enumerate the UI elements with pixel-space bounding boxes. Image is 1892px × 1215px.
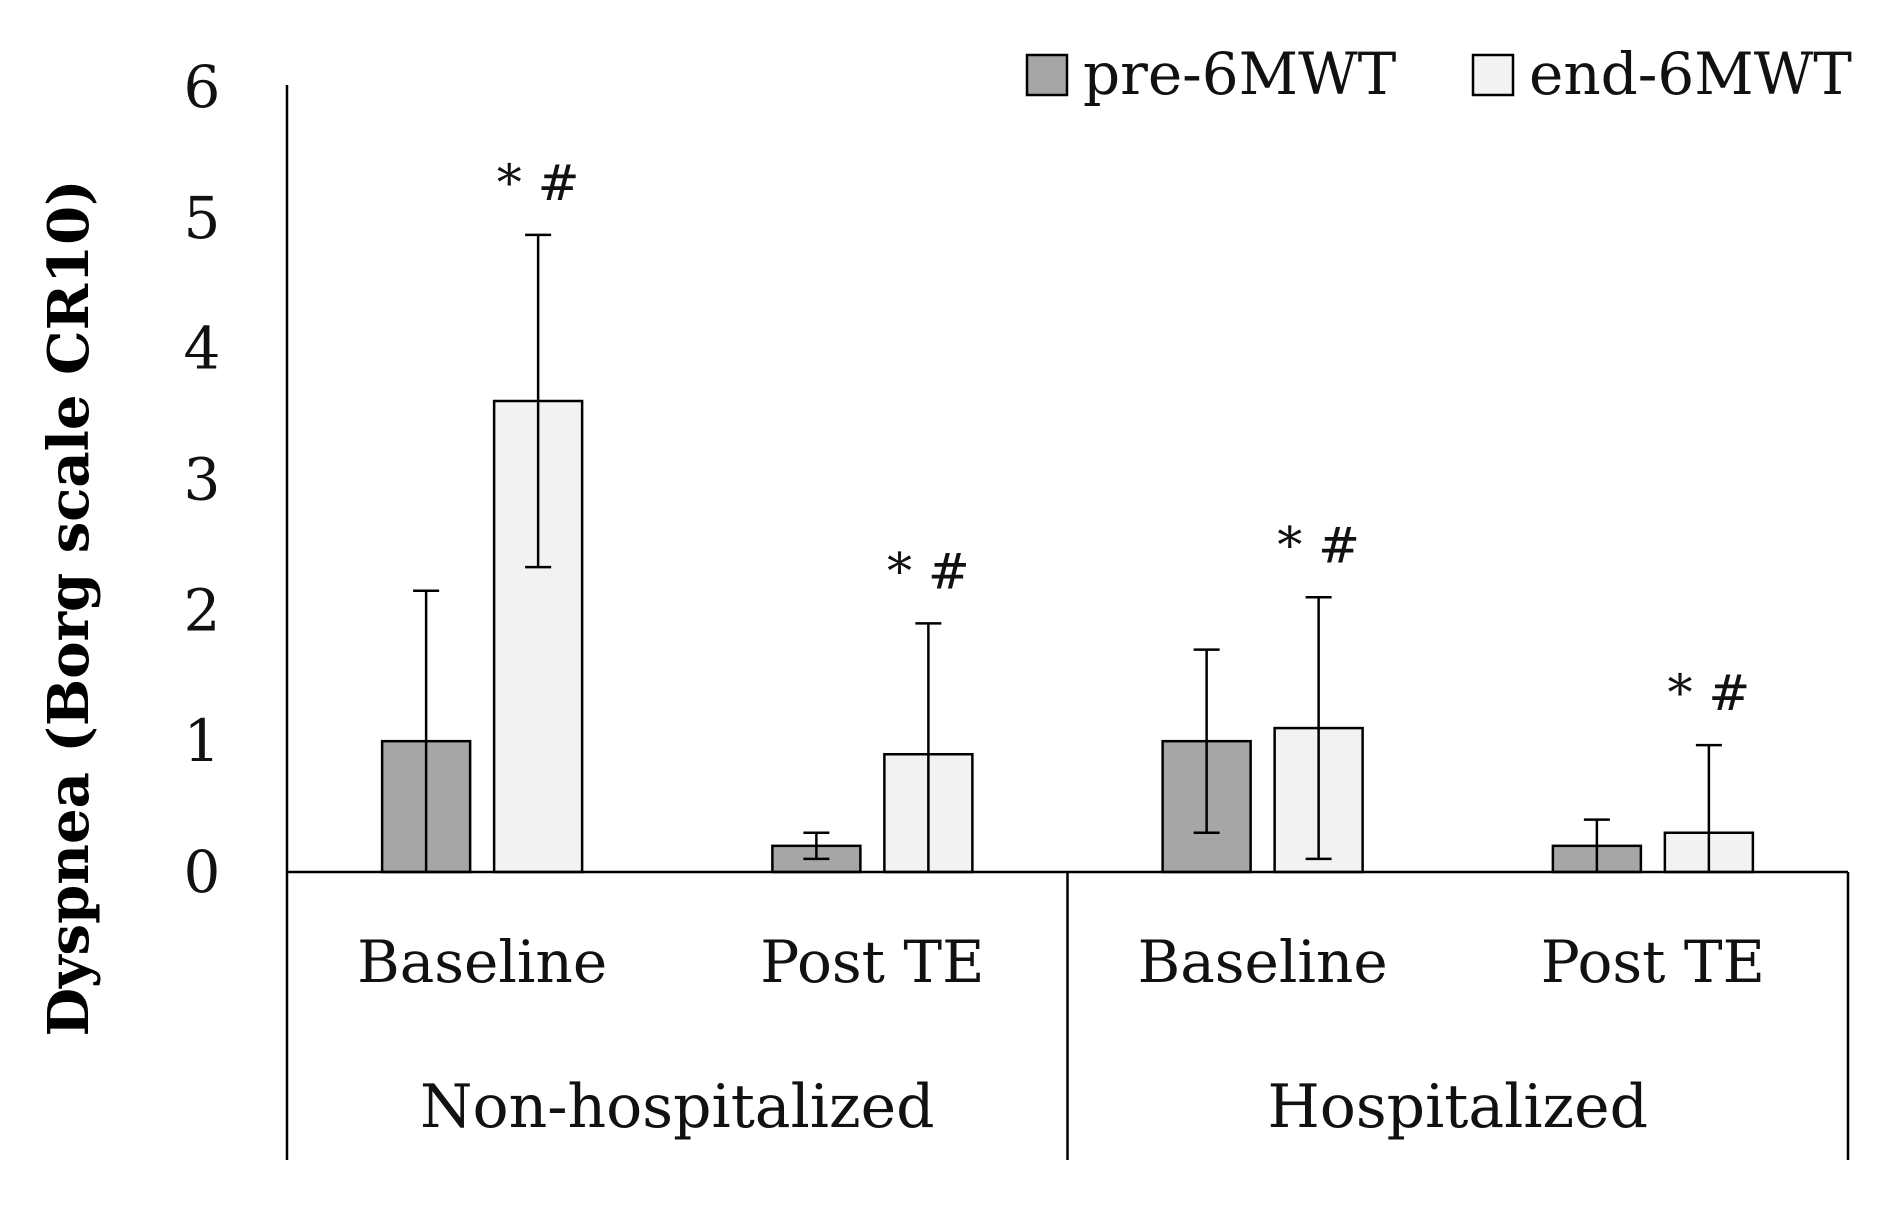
- y-axis-label: Dyspnea (Borg scale CR10): [36, 179, 102, 1036]
- legend-label: end-6MWT: [1529, 40, 1852, 108]
- y-axis-ticks: 0 1 2 3 4 5 6: [184, 53, 221, 906]
- significance-annotation: * #: [1667, 664, 1750, 722]
- category-label: Baseline: [357, 928, 607, 996]
- category-label: Baseline: [1138, 928, 1388, 996]
- y-axis-label-group: Dyspnea (Borg scale CR10): [36, 179, 102, 1036]
- y-tick-label: 6: [184, 53, 221, 121]
- legend: pre-6MWT end-6MWT: [1025, 40, 1852, 108]
- y-tick-label: 0: [184, 838, 221, 906]
- legend-swatch-end-6mwt: [1471, 53, 1515, 97]
- y-tick-label: 1: [184, 707, 221, 775]
- legend-swatch-pre-6mwt: [1025, 53, 1069, 97]
- bar-series: [380, 399, 1755, 874]
- category-labels: Baseline Post TE Baseline Post TE Non-hospit…: [357, 928, 1765, 1142]
- y-tick-label: 5: [184, 184, 221, 252]
- category-label: Post TE: [760, 928, 984, 996]
- y-tick-label: 4: [184, 315, 221, 383]
- legend-label: pre-6MWT: [1083, 40, 1397, 108]
- y-tick-label: 3: [184, 446, 221, 514]
- error-bars: [413, 233, 1722, 872]
- significance-annotations: * # * # * # * #: [497, 154, 1751, 722]
- group-label: Hospitalized: [1267, 1072, 1648, 1142]
- y-tick-label: 2: [184, 576, 221, 644]
- axes: [285, 85, 1850, 1160]
- significance-annotation: * #: [1277, 516, 1360, 574]
- significance-annotation: * #: [887, 542, 970, 600]
- significance-annotation: * #: [497, 154, 580, 212]
- group-label: Non-hospitalized: [420, 1072, 934, 1142]
- category-label: Post TE: [1541, 928, 1765, 996]
